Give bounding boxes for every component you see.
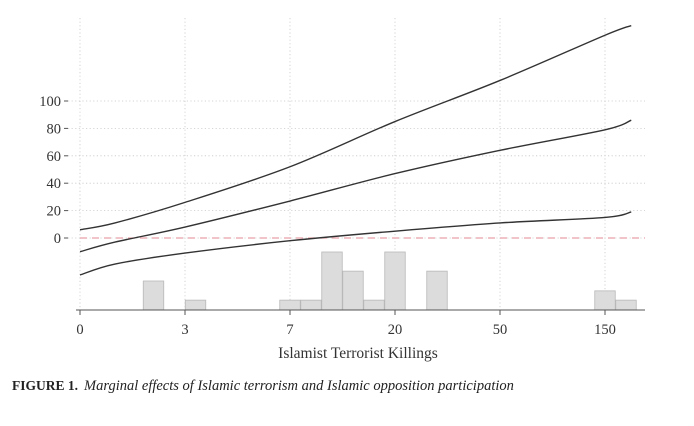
y-tick-label: 100 (39, 94, 61, 110)
y-tick-label: 60 (47, 149, 62, 165)
x-tick-label: 0 (76, 322, 83, 338)
histogram-bar (363, 299, 385, 311)
histogram-bar (594, 290, 616, 311)
estimate-line (79, 119, 632, 253)
y-axis-ticks: 0 20 40 60 80 100 (39, 94, 68, 247)
confidence-bound-line (79, 24, 632, 231)
y-tick-label: 20 (47, 204, 62, 220)
histogram-bar (384, 251, 406, 311)
y-tick-label: 80 (47, 121, 62, 137)
x-axis-ticks: 0 3 7 20 50 150 (76, 310, 616, 338)
x-axis-label: Islamist Terrorist Killings (278, 345, 438, 362)
histogram (142, 251, 637, 311)
x-tick-label: 20 (388, 322, 403, 338)
x-tick-label: 150 (594, 322, 616, 338)
histogram-bar (321, 251, 343, 311)
y-tick-label: 0 (54, 231, 61, 247)
x-tick-label: 7 (286, 322, 293, 338)
series-lines (79, 24, 632, 276)
figure-caption: FIGURE 1. Marginal effects of Islamic ter… (12, 378, 682, 395)
histogram-bar (615, 299, 637, 311)
histogram-bar (142, 280, 165, 311)
x-tick-label: 50 (493, 322, 508, 338)
histogram-bar (342, 270, 364, 311)
caption-text: Marginal effects of Islamic terrorism an… (84, 378, 514, 394)
histogram-bar (426, 270, 448, 311)
histogram-bar (300, 299, 322, 311)
histogram-bar (184, 299, 207, 311)
confidence-bound-line (79, 211, 632, 276)
caption-label: FIGURE 1. (12, 378, 79, 393)
histogram-bar (279, 299, 301, 311)
x-tick-label: 3 (181, 322, 188, 338)
y-tick-label: 40 (47, 176, 62, 192)
